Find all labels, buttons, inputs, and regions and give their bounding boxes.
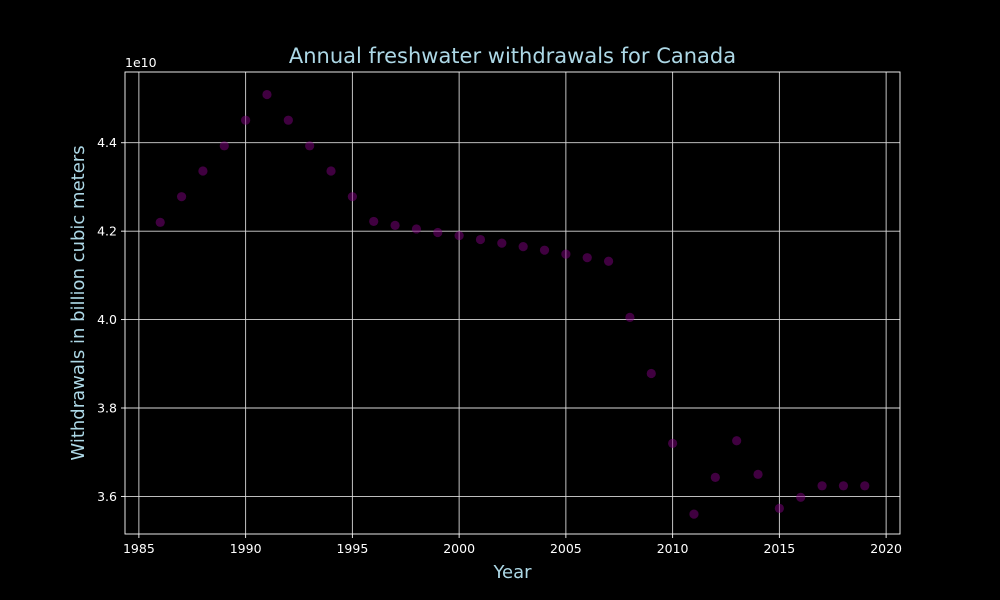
data-point	[433, 227, 443, 238]
data-point	[411, 224, 422, 234]
x-tick-label: 1985	[123, 541, 155, 556]
data-point	[689, 509, 699, 519]
data-point	[603, 256, 614, 266]
grid	[125, 72, 900, 534]
y-tick-label: 4.4	[97, 135, 117, 150]
plot-frame	[124, 71, 901, 535]
data-point	[155, 217, 165, 227]
y-tick-label: 3.6	[97, 489, 117, 504]
data-point	[176, 192, 187, 202]
y-axis-label: Withdrawals in billion cubic meters	[68, 145, 89, 460]
axis-ticks: 1985 1990 1995 2000 2005 2010 2015 2020 3.6 3.8 4.…	[97, 135, 902, 556]
data-point	[198, 166, 208, 176]
y-tick-label: 4.0	[97, 312, 117, 327]
data-point	[860, 481, 870, 491]
data-point	[582, 253, 592, 263]
x-tick-label: 1990	[230, 541, 262, 556]
data-point	[390, 220, 400, 231]
data-point	[561, 249, 571, 259]
y-axis-offset-label: 1e10	[125, 55, 157, 70]
data-point	[326, 166, 336, 176]
x-tick-label: 2000	[443, 541, 475, 556]
data-point	[646, 368, 656, 379]
data-point	[539, 245, 550, 255]
data-point	[241, 115, 251, 125]
x-tick-label: 1995	[336, 541, 368, 556]
x-tick-label: 2005	[550, 541, 582, 556]
data-point	[305, 141, 315, 151]
x-axis-label: Year	[492, 562, 532, 583]
data-point	[838, 481, 849, 491]
data-point	[732, 436, 742, 446]
data-point	[475, 234, 486, 245]
data-point	[347, 192, 357, 202]
data-point	[625, 312, 635, 322]
data-point	[283, 115, 293, 125]
data-point	[710, 472, 720, 483]
data-points	[155, 89, 870, 519]
data-point	[219, 141, 229, 151]
data-point	[369, 216, 379, 227]
data-point	[796, 492, 806, 502]
y-tick-label: 3.8	[97, 401, 117, 416]
y-tick-label: 4.2	[97, 224, 117, 239]
data-point	[668, 438, 678, 448]
data-point	[497, 238, 507, 248]
data-point	[518, 242, 528, 252]
x-tick-label: 2010	[657, 541, 689, 556]
x-tick-label: 2015	[763, 541, 795, 556]
chart-title: Annual freshwater withdrawals for Canada	[289, 44, 736, 68]
data-point	[753, 469, 763, 479]
data-point	[774, 503, 784, 513]
data-point	[817, 481, 827, 491]
data-point	[454, 230, 464, 241]
data-point	[262, 89, 272, 100]
x-tick-label: 2020	[870, 541, 902, 556]
